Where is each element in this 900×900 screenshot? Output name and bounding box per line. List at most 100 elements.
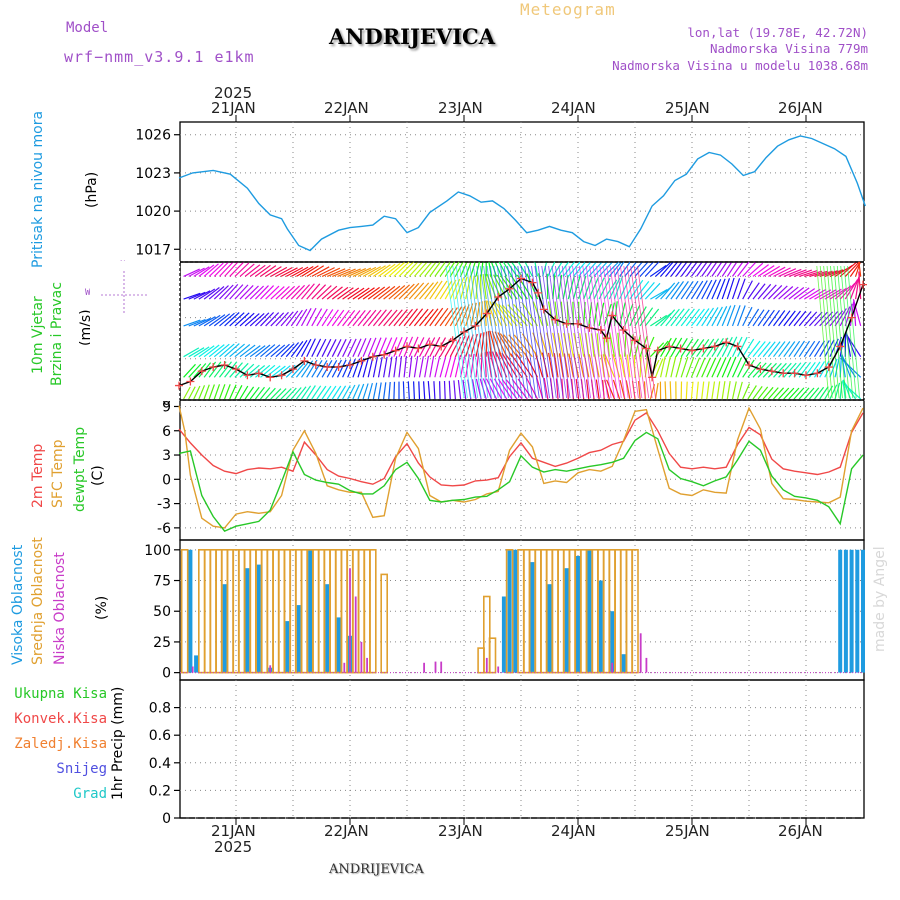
day-label-top-1: 22JAN — [324, 99, 369, 117]
wind-arrow — [541, 265, 561, 399]
wind-arrow — [203, 314, 221, 327]
wind-arrow — [685, 261, 698, 277]
wind-arrow — [254, 285, 269, 300]
wind-arrow — [788, 287, 805, 300]
cloud-high-bar — [861, 549, 865, 673]
wind-arrow — [588, 302, 593, 326]
cloud-low-bar — [269, 665, 272, 673]
wind-arrow — [783, 387, 795, 400]
wind-arrow — [742, 383, 751, 400]
wind-arrow — [213, 343, 230, 358]
wind-speed-marker — [551, 315, 560, 324]
wind-arrow — [696, 308, 710, 327]
wind-arrow — [742, 280, 753, 300]
wind-arrow — [839, 261, 857, 277]
wind-arrow — [762, 284, 777, 300]
footer-station: ANDRIJEVICA — [329, 862, 424, 877]
wind-arrow — [398, 356, 403, 378]
cloud-high-bar — [285, 621, 290, 673]
wind-arrow — [454, 355, 461, 378]
wind-arrow — [524, 265, 544, 399]
cloud-high-bar — [188, 549, 193, 673]
wind-arrow — [842, 380, 857, 400]
wind-arrow — [439, 337, 452, 358]
wind-arrow — [357, 309, 372, 327]
wind-arrow — [706, 279, 717, 300]
wind-speed-marker — [859, 280, 867, 289]
wind-arrow — [726, 261, 738, 277]
wind-arrow — [497, 378, 513, 400]
cloud-high-bar — [256, 564, 261, 673]
wind-arrow — [752, 362, 767, 378]
wind-arrow — [558, 353, 564, 378]
wind-arrow — [460, 335, 470, 357]
temp-2m-line — [178, 411, 864, 487]
wind-arrow — [742, 338, 755, 358]
day-label-top-3: 24JAN — [551, 99, 596, 117]
wind-arrow — [582, 265, 602, 399]
wind-arrow — [331, 339, 342, 357]
wind-arrow — [183, 319, 201, 327]
wind-arrow — [219, 343, 235, 358]
wind-arrow — [378, 309, 393, 327]
wind-arrow — [824, 339, 835, 357]
wind-speed-marker — [722, 338, 731, 347]
wind-arrow — [275, 285, 290, 300]
wind-arrow — [813, 361, 826, 378]
wind-arrow — [711, 279, 722, 300]
y-tick-label-cloud: 25 — [153, 635, 171, 651]
wind-arrow — [449, 355, 457, 378]
wind-arrow — [321, 385, 332, 400]
cloud-high-bar — [547, 584, 552, 673]
wind-arrow — [685, 357, 695, 378]
wind-arrow — [716, 357, 727, 378]
wind-arrow — [429, 336, 441, 357]
wind-speed-marker — [676, 344, 685, 353]
wind-arrow — [767, 284, 783, 300]
wind-speed-marker — [688, 346, 696, 355]
wind-arrow — [457, 380, 462, 400]
wind-arrow — [737, 305, 746, 327]
wind-arrow — [603, 303, 612, 327]
wind-arrow — [572, 265, 591, 399]
wind-speed-marker — [380, 350, 389, 359]
wind-arrow — [634, 281, 650, 300]
wind-arrow — [296, 265, 314, 277]
wind-speed-marker — [619, 325, 628, 334]
wind-speed-marker — [562, 319, 571, 328]
wind-speed-marker — [517, 274, 525, 283]
wind-arrow — [849, 275, 860, 300]
wind-arrow — [357, 338, 367, 357]
wind-arrow — [644, 261, 660, 277]
wind-arrow — [546, 273, 549, 300]
cloud-high-bar — [838, 549, 843, 673]
wind-arrow — [306, 385, 316, 400]
wind-arrow — [393, 381, 396, 400]
wind-arrow — [275, 267, 293, 277]
wind-arrow — [260, 265, 277, 277]
wind-arrow — [619, 354, 626, 378]
wind-arrow — [472, 265, 492, 399]
wind-speed-marker — [824, 363, 833, 372]
wind-arrow — [721, 356, 732, 378]
wind-arrow — [613, 261, 625, 277]
cloud-high-bar — [336, 617, 341, 673]
wind-speed-marker — [756, 365, 765, 374]
wind-arrow — [696, 357, 706, 378]
wind-arrow — [578, 353, 585, 378]
wind-speed-marker — [197, 367, 206, 376]
wind-arrow — [290, 362, 305, 378]
wind-arrow — [625, 380, 631, 400]
cloud-low-bar — [497, 666, 500, 673]
wind-arrow — [742, 261, 757, 277]
wind-arrow — [675, 281, 689, 300]
wind-arrow — [731, 381, 737, 400]
wind-arrow — [747, 308, 760, 327]
wind-arrow — [507, 265, 527, 399]
day-label-bottom-5: 26JAN — [778, 822, 823, 840]
wind-arrow — [316, 308, 328, 327]
wind-arrow — [326, 268, 346, 277]
wind-arrow — [816, 265, 830, 399]
wind-arrow — [773, 285, 788, 300]
